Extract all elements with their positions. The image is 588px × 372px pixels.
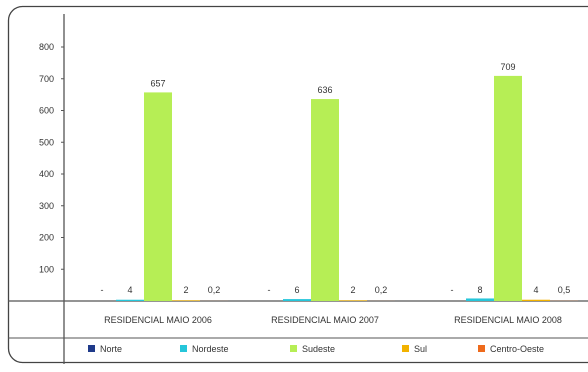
y-tick-label: 700 [39,74,54,84]
bar-sudeste-1 [144,92,172,301]
data-label: 0,5 [558,285,571,295]
data-label: 0,2 [208,285,221,295]
bar-sudeste-2 [311,99,339,301]
bar-sudeste-3 [494,76,522,301]
y-tick-label: 100 [39,264,54,274]
data-label: - [451,285,454,295]
y-tick-label: 200 [39,233,54,243]
legend-label: Norte [100,344,122,354]
bar-sul-3 [522,300,550,301]
data-label: 709 [500,62,515,72]
y-tick-label: 600 [39,106,54,116]
bar-nordeste-3 [466,298,494,301]
legend-swatch-centro-oeste [478,345,485,352]
y-tick-label: 300 [39,201,54,211]
data-label: 2 [183,285,188,295]
x-category-label: RESIDENCIAL MAIO 2007 [271,315,379,325]
data-label: 0,2 [375,285,388,295]
legend-label: Centro-Oeste [490,344,544,354]
data-label: 4 [127,285,132,295]
bar-nordeste-1 [116,300,144,301]
legend-swatch-sudeste [290,345,297,352]
y-tick-label: 800 [39,42,54,52]
legend-swatch-nordeste [180,345,187,352]
bar-nordeste-2 [283,299,311,301]
data-label: 657 [150,78,165,88]
legend-label: Sudeste [302,344,335,354]
data-label: 6 [294,285,299,295]
data-label: 2 [350,285,355,295]
data-label: 8 [477,285,482,295]
legend-label: Nordeste [192,344,229,354]
y-tick-label: 400 [39,169,54,179]
bar-sul-1 [172,300,200,301]
data-label: 636 [317,85,332,95]
x-category-label: RESIDENCIAL MAIO 2006 [104,315,212,325]
data-label: 4 [533,285,538,295]
legend-swatch-sul [402,345,409,352]
data-label: - [268,285,271,295]
data-label: - [101,285,104,295]
x-category-label: RESIDENCIAL MAIO 2008 [454,315,562,325]
bar-sul-2 [339,300,367,301]
y-tick-label: 500 [39,137,54,147]
legend-swatch-norte [88,345,95,352]
legend-label: Sul [414,344,427,354]
